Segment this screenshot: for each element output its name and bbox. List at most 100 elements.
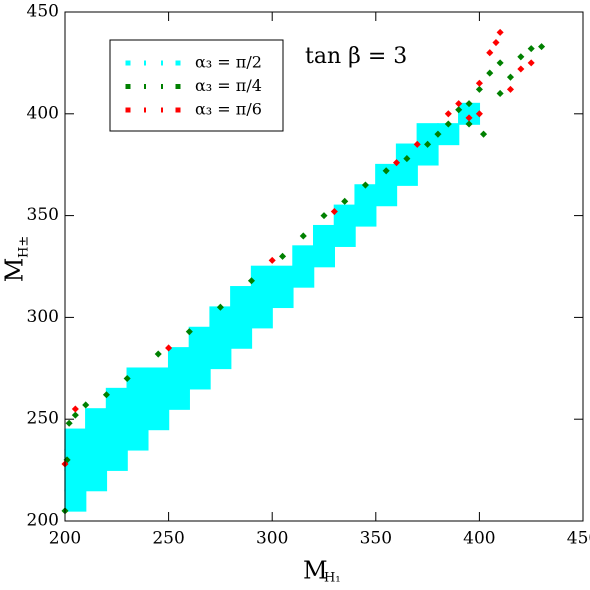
- point: [65, 419, 73, 427]
- legend-label: α₃ = π/6: [195, 100, 262, 119]
- y-axis-label: M: [1, 258, 29, 283]
- x-tick-label: 250: [152, 529, 184, 549]
- point: [85, 469, 108, 492]
- point: [279, 252, 287, 260]
- legend-marker: [161, 84, 163, 89]
- y-axis-label-sub: H±: [17, 236, 32, 258]
- point: [458, 102, 481, 125]
- point: [313, 224, 335, 247]
- point: [375, 184, 398, 207]
- point: [167, 387, 190, 410]
- point: [480, 130, 488, 138]
- point: [105, 408, 128, 431]
- legend-box: [109, 39, 284, 132]
- x-tick-label: 450: [567, 529, 590, 549]
- y-tick-label: 300: [27, 307, 59, 327]
- y-tick-label: 200: [27, 511, 59, 531]
- point: [320, 212, 328, 220]
- point: [496, 59, 504, 67]
- point: [271, 265, 294, 288]
- point: [165, 344, 173, 352]
- point: [496, 28, 504, 36]
- point: [64, 489, 87, 512]
- point: [361, 181, 369, 189]
- annotation: tan β = 3: [305, 44, 407, 69]
- point: [517, 65, 525, 73]
- point: [292, 265, 315, 288]
- point: [475, 85, 483, 93]
- point: [85, 408, 108, 431]
- point: [188, 326, 211, 349]
- point: [455, 106, 463, 114]
- point: [230, 306, 253, 329]
- point: [85, 448, 108, 471]
- x-tick-label: 200: [49, 529, 81, 549]
- x-tick-label: 300: [256, 529, 288, 549]
- point: [465, 114, 473, 122]
- point: [341, 197, 349, 205]
- point: [375, 163, 398, 186]
- point: [102, 391, 110, 399]
- point: [126, 387, 149, 410]
- point: [230, 286, 253, 309]
- point: [64, 428, 87, 451]
- point: [105, 448, 128, 471]
- point: [395, 143, 418, 166]
- point: [444, 120, 452, 128]
- point: [250, 306, 273, 329]
- point: [434, 130, 442, 138]
- legend-label: α₃ = π/4: [195, 76, 262, 95]
- legend-marker: [125, 107, 131, 113]
- legend-marker: [175, 107, 181, 113]
- point: [167, 347, 190, 370]
- point: [126, 408, 149, 431]
- y-axis-label-group: M H±: [1, 236, 32, 283]
- point: [506, 85, 515, 93]
- plot-frame: [64, 11, 584, 522]
- point: [250, 286, 273, 309]
- point: [538, 43, 546, 51]
- y-tick-label: 350: [27, 205, 59, 225]
- point: [354, 204, 377, 227]
- point: [416, 143, 439, 166]
- point: [465, 100, 473, 108]
- point: [392, 159, 401, 167]
- legend-marker: [161, 107, 163, 113]
- point: [496, 89, 504, 97]
- point: [64, 448, 87, 471]
- point: [209, 326, 232, 349]
- point: [147, 367, 170, 390]
- point: [126, 428, 149, 451]
- point: [188, 367, 211, 390]
- point: [271, 286, 294, 309]
- legend-marker: [125, 60, 131, 66]
- point: [437, 123, 460, 146]
- point: [216, 303, 224, 311]
- legend-marker: [144, 107, 146, 113]
- point: [424, 140, 432, 148]
- y-tick-label: 250: [27, 409, 59, 429]
- point: [71, 405, 79, 413]
- point: [82, 401, 90, 409]
- point: [486, 69, 494, 77]
- point: [475, 79, 483, 87]
- legend-marker: [125, 84, 131, 89]
- point: [492, 39, 500, 47]
- legend-marker: [175, 60, 181, 66]
- point: [313, 245, 335, 268]
- point: [154, 350, 162, 358]
- point: [230, 326, 253, 349]
- x-axis-label-sub: H₁: [324, 571, 341, 586]
- point: [333, 204, 356, 227]
- point: [105, 387, 128, 410]
- point: [527, 59, 535, 67]
- point: [71, 411, 79, 419]
- point: [382, 167, 390, 175]
- point: [475, 110, 483, 118]
- point: [444, 110, 452, 118]
- y-tick-label: 450: [27, 2, 59, 22]
- point: [250, 265, 273, 288]
- point: [416, 123, 439, 146]
- point: [465, 120, 473, 128]
